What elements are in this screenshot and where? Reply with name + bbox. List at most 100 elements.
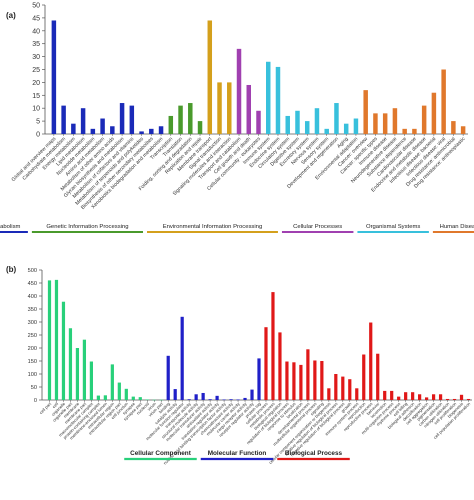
- panel-b-bar: [285, 361, 289, 400]
- panel-a-bar: [246, 84, 251, 134]
- panel-b-bar: [229, 399, 233, 400]
- panel-b-label: (b): [6, 265, 17, 274]
- panel-a-y-tick-label: 50: [32, 2, 40, 9]
- panel-b-bar: [103, 395, 107, 400]
- panel-a-bar: [168, 115, 174, 134]
- panel-b-bar: [236, 399, 240, 401]
- panel-a-y-tick-label: 15: [32, 93, 40, 100]
- panel-a-label: (a): [6, 11, 16, 20]
- panel-b-bar: [369, 322, 373, 400]
- panel-a-bar: [110, 126, 115, 134]
- panel-a-bar: [285, 115, 290, 134]
- panel-b-bar: [452, 398, 457, 400]
- panel-a-bar: [421, 105, 427, 134]
- panel-b-category-label: cell: [51, 401, 59, 409]
- panel-a-bar: [227, 82, 232, 134]
- panel-b-bar: [187, 399, 191, 400]
- panel-a-bar: [275, 66, 281, 134]
- panel-a-y-tick-label: 5: [36, 119, 40, 126]
- panel-b-bar: [411, 392, 415, 400]
- panel-a-y-tick-label: 10: [32, 106, 40, 113]
- panel-a-y-tick-label: 40: [32, 28, 40, 35]
- panel-b-bar: [54, 279, 59, 400]
- panel-b-y-tick-label: 250: [28, 333, 37, 339]
- panel-a-legend-label: Genetic Information Processing: [46, 224, 128, 230]
- panel-b-bar: [445, 398, 450, 400]
- panel-b-bar: [466, 398, 471, 400]
- panel-b-bar: [459, 394, 464, 400]
- panel-b-bar: [75, 348, 80, 400]
- panel-a-bar: [80, 108, 86, 134]
- panel-b-bar: [397, 396, 401, 400]
- panel-b-bar: [404, 392, 408, 400]
- panel-b-bar: [208, 399, 212, 400]
- panel-b-bar: [222, 399, 226, 401]
- panel-a-bar: [236, 48, 242, 134]
- panel-b-bar: [355, 388, 359, 400]
- panel-a-bar: [412, 128, 417, 134]
- panel-a-bar: [441, 69, 446, 134]
- panel-a-bar: [51, 20, 57, 135]
- panel-a-legend-label: Human Diseases: [440, 224, 474, 230]
- panel-b-bar: [376, 353, 380, 400]
- panel-a-bar: [324, 128, 329, 134]
- panel-b-bar: [110, 364, 114, 400]
- panel-b-legend-label: Molecular Function: [208, 450, 267, 457]
- panel-a-bar: [314, 108, 320, 134]
- panel-a-bar: [363, 90, 368, 134]
- panel-b-bar: [278, 332, 282, 400]
- panel-a-bar: [373, 113, 378, 134]
- panel-b-bar: [173, 389, 177, 400]
- panel-a-bar: [197, 121, 203, 134]
- panel-a-legend-label: Organismal Systems: [366, 224, 420, 230]
- panel-a-bar: [61, 105, 66, 134]
- panel-a-bar: [451, 121, 456, 134]
- panel-b-y-tick-label: 300: [28, 320, 37, 326]
- panel-b-y-tick-label: 150: [28, 359, 37, 365]
- panel-b-bar: [313, 360, 317, 400]
- panel-b-bar: [201, 392, 205, 400]
- panel-a-bar: [431, 92, 437, 134]
- panel-a-y-tick-label: 45: [32, 15, 40, 22]
- panel-b-y-tick-label: 450: [28, 281, 37, 287]
- panel-b-bar: [418, 394, 422, 400]
- panel-b-legend: Cellular Component Molecular Function Biol…: [124, 450, 350, 461]
- panel-a-bar: [178, 105, 183, 134]
- panel-a-legend-label: Cellular Processes: [293, 224, 342, 230]
- panel-a-bar: [100, 118, 105, 134]
- panel-b-bar: [341, 376, 345, 400]
- panel-b-bar: [61, 301, 66, 400]
- panel-a-bar: [392, 108, 398, 134]
- panel-b-bar: [299, 364, 303, 400]
- panel-b-bar: [257, 358, 261, 400]
- panel-b-bar: [250, 389, 254, 400]
- panel-a-bar: [129, 105, 135, 134]
- panel-a-legend-label: Environmental Information Processing: [163, 224, 263, 230]
- panel-b-y-tick-label: 400: [28, 294, 37, 300]
- panel-b-bar: [348, 379, 352, 400]
- panel-b-y-tick-label: 500: [28, 268, 37, 274]
- panel-b-bar: [425, 397, 429, 400]
- panel-b-bar: [271, 292, 275, 400]
- panel-b-legend-label: Biological Process: [285, 450, 343, 457]
- panel-b-y-tick-label: 350: [28, 307, 37, 313]
- panel-a-bar: [71, 123, 76, 134]
- panel-a-bar: [149, 128, 154, 134]
- panel-b-bar: [117, 382, 121, 400]
- panel-b-bar: [124, 388, 128, 400]
- panel-a-bar: [188, 103, 193, 134]
- panel-a-bar: [90, 128, 96, 134]
- panel-a-bar: [217, 82, 222, 134]
- panel-a-bar: [460, 126, 466, 134]
- panel-b-bar: [438, 394, 443, 400]
- panel-b-bar: [131, 396, 135, 400]
- panel-b-legend-label: Cellular Component: [130, 450, 192, 457]
- panel-b-bar: [383, 390, 387, 400]
- panel-a-bar: [256, 110, 261, 134]
- panel-b-bar: [180, 316, 184, 400]
- panel-b-bar: [334, 374, 338, 400]
